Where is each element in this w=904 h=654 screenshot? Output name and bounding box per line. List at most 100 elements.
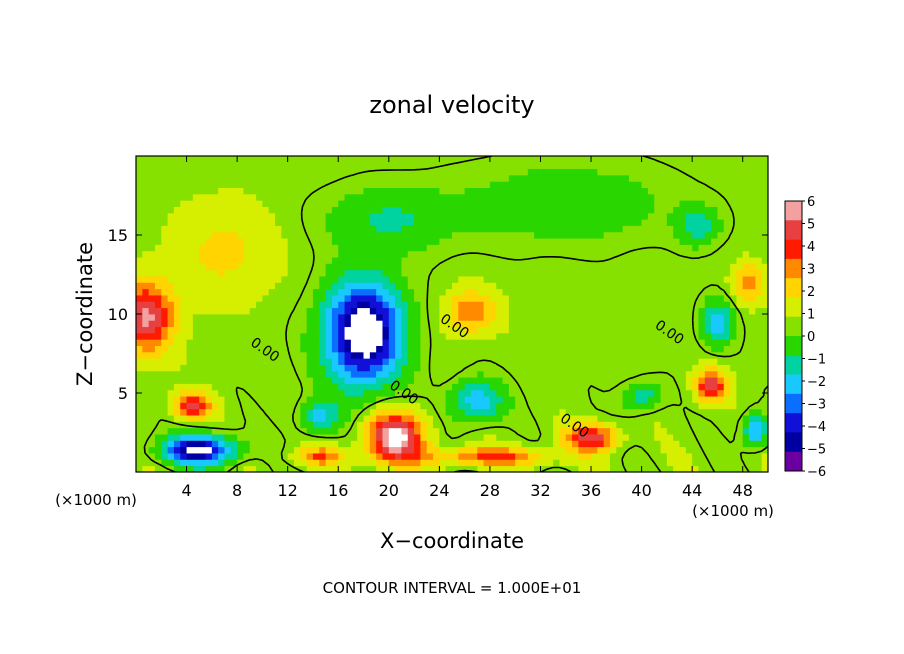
field-cell <box>597 269 605 277</box>
field-cell <box>698 408 706 416</box>
field-cell <box>426 301 434 309</box>
field-cell <box>268 181 276 188</box>
field-cell <box>331 421 339 429</box>
field-cell <box>584 364 592 372</box>
field-cell <box>363 200 371 207</box>
field-cell <box>382 295 390 302</box>
field-cell <box>433 465 440 472</box>
field-cell <box>136 156 143 163</box>
field-cell <box>654 332 661 340</box>
field-cell <box>616 389 624 397</box>
field-cell <box>546 421 554 429</box>
field-cell <box>641 364 649 372</box>
field-cell <box>275 238 282 245</box>
field-cell <box>730 446 737 454</box>
field-cell <box>527 238 535 245</box>
field-cell <box>186 206 194 214</box>
field-cell <box>205 440 213 448</box>
field-cell <box>730 402 737 410</box>
field-cell <box>679 212 687 220</box>
field-cell <box>363 383 371 391</box>
field-cell <box>508 339 516 346</box>
field-cell <box>395 231 402 239</box>
field-cell <box>414 364 421 372</box>
field-cell <box>148 345 156 353</box>
field-cell <box>275 225 282 233</box>
field-cell <box>407 307 415 315</box>
field-cell <box>565 156 573 163</box>
field-cell <box>540 440 548 448</box>
field-cell <box>268 326 276 334</box>
field-cell <box>136 212 143 220</box>
field-cell <box>275 187 282 195</box>
field-cell <box>660 156 668 163</box>
field-cell <box>256 345 263 353</box>
field-cell <box>338 263 345 271</box>
field-cell <box>496 396 503 403</box>
field-cell <box>470 276 478 283</box>
field-cell <box>692 193 699 201</box>
field-cell <box>136 446 143 454</box>
field-cell <box>717 187 725 195</box>
field-cell <box>723 244 731 252</box>
field-cell <box>186 288 194 296</box>
field-cell <box>376 345 383 353</box>
field-cell <box>306 408 314 416</box>
field-cell <box>730 162 737 170</box>
field-cell <box>142 465 150 472</box>
field-cell <box>597 351 605 359</box>
field-cell <box>515 276 522 283</box>
field-cell <box>761 181 768 188</box>
field-cell <box>458 326 466 334</box>
field-cell <box>142 314 150 321</box>
field-cell <box>350 263 358 271</box>
field-cell <box>742 358 750 365</box>
field-cell <box>414 307 421 315</box>
field-cell <box>660 244 668 252</box>
field-cell <box>578 389 586 397</box>
field-cell <box>464 446 472 454</box>
field-cell <box>300 364 308 372</box>
field-cell <box>306 257 314 264</box>
field-cell <box>306 465 314 472</box>
field-cell <box>218 459 225 467</box>
field-cell <box>572 396 579 403</box>
field-cell <box>180 415 187 422</box>
field-cell <box>628 244 636 252</box>
field-cell <box>540 408 548 416</box>
field-cell <box>685 465 693 472</box>
field-cell <box>635 427 642 435</box>
field-cell <box>388 351 396 359</box>
field-cell <box>654 162 661 170</box>
field-cell <box>407 156 415 163</box>
field-cell <box>338 187 345 195</box>
field-cell <box>527 307 535 315</box>
field-cell <box>388 307 396 315</box>
field-cell <box>736 282 744 290</box>
field-cell <box>445 295 453 302</box>
field-cell <box>243 269 251 277</box>
field-cell <box>199 339 206 346</box>
field-cell <box>142 427 150 435</box>
field-cell <box>224 440 232 448</box>
field-cell <box>350 238 358 245</box>
field-cell <box>167 187 175 195</box>
field-cell <box>452 219 459 226</box>
field-cell <box>464 427 472 435</box>
field-cell <box>249 244 257 252</box>
field-cell <box>331 187 339 195</box>
field-cell <box>300 434 308 441</box>
field-cell <box>673 263 680 271</box>
field-cell <box>641 389 649 397</box>
field-cell <box>142 263 150 271</box>
field-cell <box>679 364 687 372</box>
field-cell <box>199 389 206 397</box>
field-cell <box>268 225 276 233</box>
field-cell <box>300 181 308 188</box>
field-cell <box>154 440 162 448</box>
field-cell <box>275 332 282 340</box>
field-cell <box>452 377 459 384</box>
field-cell <box>376 459 383 467</box>
field-cell <box>616 453 624 460</box>
field-cell <box>578 377 586 384</box>
